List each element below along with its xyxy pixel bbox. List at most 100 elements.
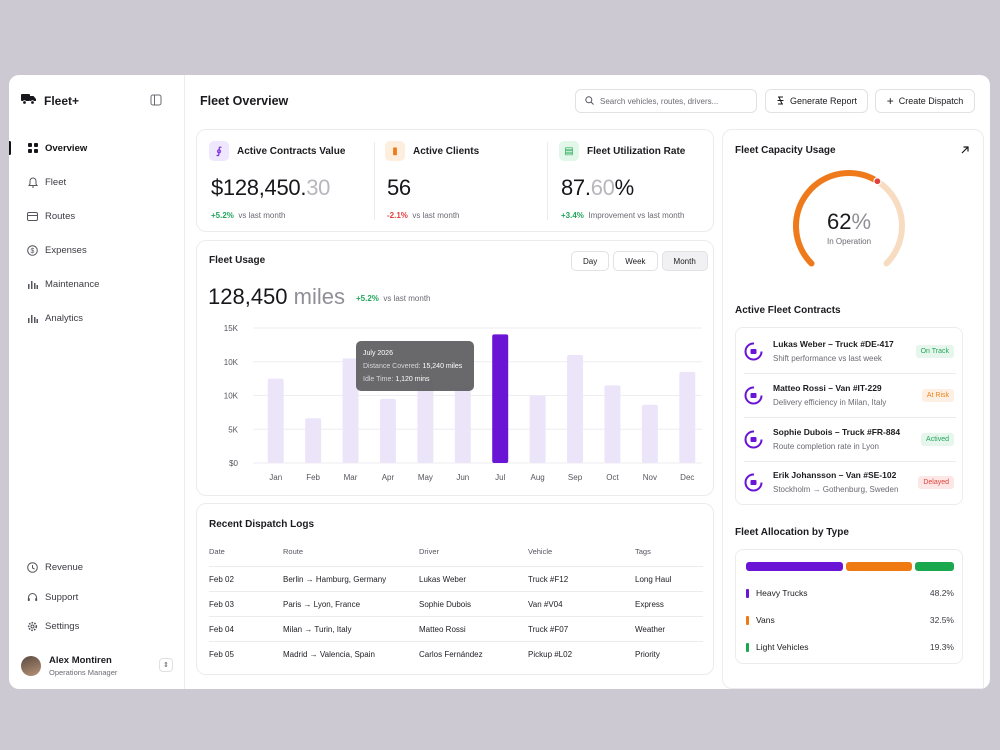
bar-apr[interactable]: [379, 398, 396, 463]
user-role: Operations Manager: [49, 668, 118, 677]
legend-marker: [746, 615, 749, 625]
sidebar-item-revenue[interactable]: Revenue: [9, 556, 185, 578]
x-tick-label: Sep: [568, 473, 583, 482]
kpi-value: 56: [387, 175, 411, 200]
allocation-row-light-vehicles: Light Vehicles 19.3%: [746, 640, 954, 654]
dispatch-logs-card: Recent Dispatch Logs Date Route Driver V…: [196, 503, 714, 675]
generate-report-button[interactable]: Generate Report: [765, 89, 868, 113]
clients-icon: ▮: [385, 141, 405, 161]
capacity-label: In Operation: [826, 237, 872, 246]
sidebar-item-label: Fleet: [45, 176, 67, 188]
column-driver: Driver: [419, 547, 439, 556]
sidebar-item-routes[interactable]: Routes: [9, 205, 185, 227]
sidebar: Fleet+ Overview Fleet Routes $ Expenses: [9, 75, 185, 689]
contract-status-icon: [744, 386, 763, 405]
svg-text:$: $: [31, 248, 35, 255]
create-dispatch-button[interactable]: + Create Dispatch: [875, 89, 975, 113]
contract-desc: Shift performance vs last week: [773, 354, 882, 363]
period-day-button[interactable]: Day: [571, 251, 610, 271]
contracts-title: Active Fleet Contracts: [735, 305, 841, 316]
bar-nov[interactable]: [641, 404, 658, 463]
app-window: Fleet+ Overview Fleet Routes $ Expenses: [9, 75, 990, 689]
legend-marker: [746, 588, 749, 598]
x-tick-label: Nov: [643, 473, 657, 482]
status-badge: On Track: [915, 345, 954, 358]
bar-jan[interactable]: [267, 378, 284, 463]
fleet-usage-card: Fleet Usage Day Week Month 128,450 miles…: [196, 240, 714, 496]
column-date: Date: [209, 547, 225, 556]
list-item[interactable]: Sophie Dubois – Truck #FR-884 Route comp…: [736, 418, 964, 462]
sidebar-item-label: Support: [45, 591, 79, 603]
search-input[interactable]: Search vehicles, routes, drivers...: [575, 89, 757, 113]
contracts-list: Lukas Weber – Truck #DE-417 Shift perfor…: [735, 327, 963, 505]
kpi-active-contracts: ∮ Active Contracts Value $128,450.30 +5.…: [209, 130, 369, 233]
allocation-segment: [746, 562, 844, 571]
sidebar-item-fleet[interactable]: Fleet: [9, 171, 185, 193]
period-week-button[interactable]: Week: [613, 251, 658, 271]
allocation-row-vans: Vans 32.5%: [746, 613, 954, 627]
column-vehicle: Vehicle: [528, 547, 553, 556]
kpi-title: Active Clients: [413, 145, 480, 157]
status-badge: At Risk: [921, 389, 954, 402]
contract-status-icon: [744, 473, 763, 492]
capacity-card: Fleet Capacity Usage 62% In Operation Ac…: [722, 129, 984, 689]
sidebar-item-analytics[interactable]: Analytics: [9, 307, 185, 329]
allocation-box: Heavy Trucks 48.2% Vans 32.5% Light Vehi…: [735, 549, 963, 664]
card-icon: [27, 211, 38, 222]
bar-may[interactable]: [417, 380, 434, 463]
user-name: Alex Montiren: [49, 655, 112, 666]
y-tick-label: 15K: [224, 324, 239, 333]
x-tick-label: May: [418, 473, 433, 482]
sidebar-item-label: Expenses: [45, 244, 87, 256]
kpi-delta: -2.1% vs last month: [387, 211, 460, 220]
bar-jul[interactable]: [492, 334, 509, 463]
sidebar-item-settings[interactable]: Settings: [9, 615, 185, 637]
bar-oct[interactable]: [604, 385, 621, 463]
kpi-active-clients: ▮ Active Clients 56 -2.1% vs last month: [385, 130, 545, 233]
allocation-bar: [746, 562, 954, 571]
sidebar-item-support[interactable]: Support: [9, 586, 185, 608]
list-item[interactable]: Erik Johansson – Van #SE-102 Stockholm →…: [736, 461, 964, 505]
capacity-title: Fleet Capacity Usage: [735, 145, 836, 156]
brand[interactable]: Fleet+: [21, 92, 79, 110]
x-tick-label: Dec: [680, 473, 694, 482]
list-item[interactable]: Lukas Weber – Truck #DE-417 Shift perfor…: [736, 330, 964, 374]
create-dispatch-label: Create Dispatch: [898, 96, 964, 106]
kpi-title: Active Contracts Value: [237, 145, 346, 157]
table-row[interactable]: Feb 04 Milan → Turin, Italy Matteo Rossi…: [197, 616, 715, 641]
sidebar-item-label: Settings: [45, 620, 80, 632]
chevron-updown-icon[interactable]: ⇕: [159, 658, 173, 672]
sidebar-item-overview[interactable]: Overview: [9, 137, 185, 159]
bars-icon: [27, 313, 38, 324]
sidebar-toggle-icon[interactable]: [150, 93, 162, 106]
period-month-button[interactable]: Month: [661, 251, 708, 271]
list-item[interactable]: Matteo Rossi – Van #IT-229 Delivery effi…: [736, 374, 964, 418]
generate-report-label: Generate Report: [789, 96, 858, 106]
bar-mar[interactable]: [342, 358, 359, 463]
sidebar-item-maintenance[interactable]: Maintenance: [9, 273, 185, 295]
table-row[interactable]: Feb 05 Madrid → Valencia, Spain Carlos F…: [197, 641, 715, 666]
kpi-delta: +5.2% vs last month: [211, 211, 286, 220]
contract-desc: Delivery efficiency in Milan, Italy: [773, 398, 887, 407]
x-tick-label: Oct: [606, 473, 619, 482]
user-profile[interactable]: Alex Montiren Operations Manager ⇕: [21, 651, 173, 681]
x-tick-label: Jun: [456, 473, 469, 482]
table-row[interactable]: Feb 02 Berlin → Hamburg, Germany Lukas W…: [197, 566, 715, 591]
bar-sep[interactable]: [567, 355, 584, 463]
bar-aug[interactable]: [529, 395, 546, 464]
utilization-icon: ▤: [559, 141, 579, 161]
column-tags: Tags: [635, 547, 651, 556]
sidebar-item-expenses[interactable]: $ Expenses: [9, 239, 185, 261]
x-tick-label: Jul: [495, 473, 505, 482]
y-tick-label: $0: [229, 459, 238, 468]
bar-jun[interactable]: [454, 387, 471, 463]
status-badge: Delayed: [918, 476, 954, 489]
divider: [547, 142, 548, 220]
arrow-up-right-icon[interactable]: [959, 143, 971, 155]
table-row[interactable]: Feb 03 Paris → Lyon, France Sophie Duboi…: [197, 591, 715, 616]
fleet-usage-chart: $0 5K 10K 10K 15K Jan Feb Mar Apr May Jun Jul Aug Sep…: [224, 324, 702, 482]
clock-icon: [27, 561, 38, 573]
chart-tooltip: July 2026 Distance Covered: 15,240 miles…: [356, 341, 474, 391]
bar-dec[interactable]: [679, 371, 696, 463]
bar-feb[interactable]: [305, 418, 322, 463]
